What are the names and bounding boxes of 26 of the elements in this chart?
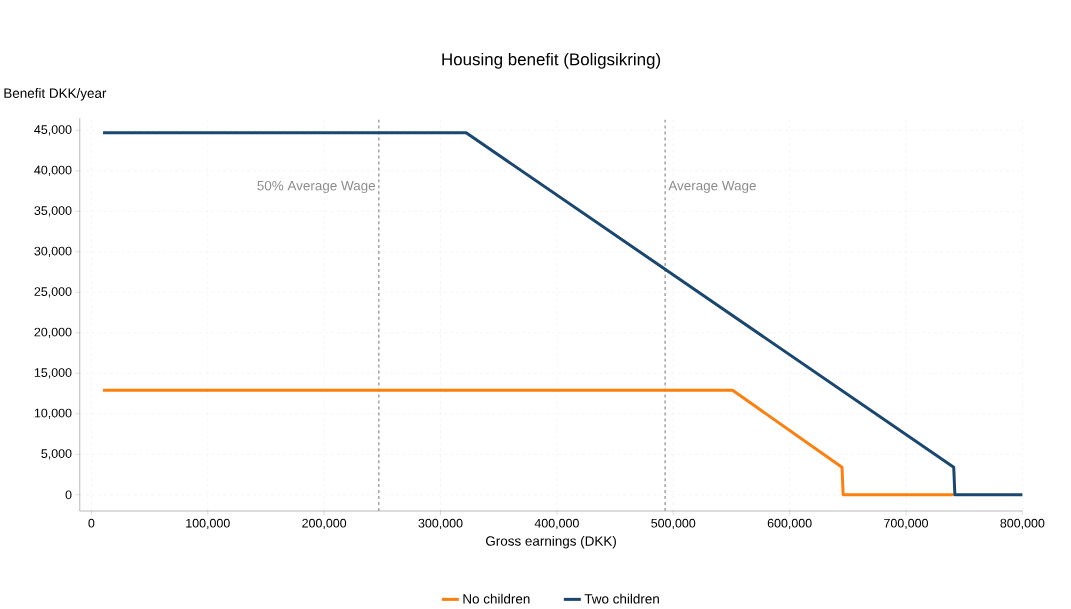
x-tick-label: 700,000 <box>884 518 929 530</box>
y-tick-label: 10,000 <box>34 408 72 419</box>
chart-title: Housing benefit (Boligsikring) <box>442 52 661 69</box>
y-tick-label: 40,000 <box>34 165 72 176</box>
y-tick-label: 30,000 <box>34 246 72 257</box>
x-tick-label: 600,000 <box>767 518 812 530</box>
y-tick-label: 35,000 <box>34 206 72 217</box>
x-tick-label: 0 <box>88 518 95 528</box>
legend-label: No children <box>463 593 530 604</box>
x-tick-label: 800,000 <box>1000 518 1045 530</box>
x-tick-label: 500,000 <box>651 518 696 530</box>
x-tick-label: 100,000 <box>186 518 230 530</box>
x-tick-label: 200,000 <box>302 518 347 530</box>
y-tick-label: 45,000 <box>34 125 72 136</box>
y-tick-label: 20,000 <box>34 327 72 338</box>
y-axis-title: Benefit DKK/year <box>4 88 107 101</box>
y-tick-label: 25,000 <box>34 287 72 298</box>
y-tick-label: 15,000 <box>34 368 72 379</box>
x-axis-title: Gross earnings (DKK) <box>486 535 616 549</box>
ref-line-label: Average Wage <box>668 181 756 194</box>
y-tick-label: 5,000 <box>41 449 72 460</box>
x-tick-label: 300,000 <box>418 518 463 530</box>
x-tick-label: 400,000 <box>534 518 579 530</box>
y-tick-label: 0 <box>65 490 72 500</box>
ref-line-label: 50% Average Wage <box>257 180 376 194</box>
legend-label: Two children <box>584 593 659 604</box>
